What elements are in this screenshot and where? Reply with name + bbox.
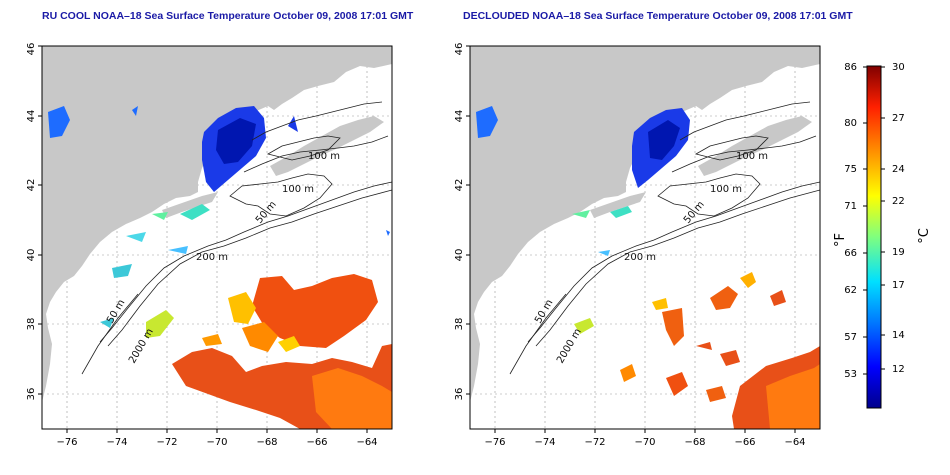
- lat-tick-label: 40: [26, 249, 37, 262]
- lon-tick-label: −70: [634, 437, 655, 448]
- colorbar-scale: [866, 65, 882, 409]
- tick-marks-left: [38, 45, 368, 433]
- map-panel-left: 100 m 100 m 50 m 200 m 50 m 2000 m: [41, 45, 393, 430]
- lon-tick-label: −64: [356, 437, 377, 448]
- lat-tick-label: 42: [26, 179, 37, 192]
- bathymetry-contours: [81, 101, 393, 375]
- contour-label: 200 m: [624, 252, 656, 263]
- lon-tick-label: −72: [156, 437, 177, 448]
- lat-tick-label: 44: [26, 110, 37, 123]
- title-right: DECLOUDED NOAA–18 Sea Surface Temperatur…: [463, 10, 853, 22]
- c-tick-label: 19: [892, 247, 905, 258]
- sst-patches: [48, 106, 392, 429]
- lat-tick-label: 42: [454, 179, 465, 192]
- lon-tick-label: −76: [56, 437, 77, 448]
- c-tick-label: 22: [892, 196, 905, 207]
- c-tick-label: 30: [892, 62, 905, 73]
- lon-tick-label: −68: [684, 437, 705, 448]
- c-tick-label: 24: [892, 164, 905, 175]
- lon-tick-label: −68: [256, 437, 277, 448]
- c-tick-label: 12: [892, 364, 905, 375]
- lon-tick-label: −74: [106, 437, 127, 448]
- lat-tick-label: 36: [26, 388, 37, 401]
- lon-tick-label: −72: [584, 437, 605, 448]
- contour-label: 200 m: [196, 252, 228, 263]
- c-tick-label: 17: [892, 280, 905, 291]
- bathymetry-contours: [509, 101, 821, 375]
- lat-tick-label: 46: [454, 43, 465, 56]
- lon-tick-label: −66: [734, 437, 755, 448]
- contour-label: 100 m: [282, 184, 314, 195]
- lat-tick-label: 44: [454, 110, 465, 123]
- lat-tick-label: 40: [454, 249, 465, 262]
- fahrenheit-unit-label: °F: [833, 233, 848, 247]
- lat-tick-label: 46: [26, 43, 37, 56]
- title-left: RU COOL NOAA–18 Sea Surface Temperature …: [42, 10, 414, 22]
- tick-marks-right: [466, 45, 796, 433]
- map-panel-right: 100 m 100 m 50 m 200 m 50 m 2000 m: [469, 45, 821, 430]
- f-tick-label: 62: [844, 285, 857, 296]
- contour-label: 100 m: [736, 151, 768, 162]
- lon-tick-label: −74: [534, 437, 555, 448]
- contour-label: 100 m: [710, 184, 742, 195]
- lat-tick-label: 38: [454, 318, 465, 331]
- f-tick-label: 53: [844, 369, 857, 380]
- lon-tick-label: −66: [306, 437, 327, 448]
- axes-left: −76 −74 −72 −70 −68 −66 −64 46 44 42 40 …: [26, 43, 378, 448]
- f-tick-label: 57: [844, 332, 857, 343]
- celsius-unit-label: °C: [917, 228, 932, 244]
- lon-tick-label: −64: [784, 437, 805, 448]
- f-tick-label: 75: [844, 164, 857, 175]
- lon-tick-label: −70: [206, 437, 227, 448]
- lat-tick-label: 38: [26, 318, 37, 331]
- c-tick-label: 14: [892, 330, 905, 341]
- contour-label: 100 m: [308, 151, 340, 162]
- axes-right: −76 −74 −72 −70 −68 −66 −64 46 44 42 40 …: [454, 43, 806, 448]
- sst-patches: [476, 106, 820, 429]
- f-tick-label: 71: [844, 201, 857, 212]
- c-tick-label: 27: [892, 113, 905, 124]
- f-tick-label: 66: [844, 248, 857, 259]
- f-tick-label: 86: [844, 62, 857, 73]
- f-tick-label: 80: [844, 118, 857, 129]
- colorbar: 86 80 75 71 66 62 57 53 30 27 24 22 19 1…: [833, 62, 932, 409]
- lon-tick-label: −76: [484, 437, 505, 448]
- lat-tick-label: 36: [454, 388, 465, 401]
